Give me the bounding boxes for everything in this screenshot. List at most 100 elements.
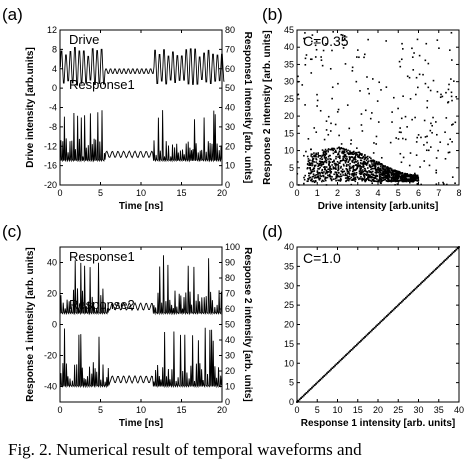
data-point [364, 157, 367, 160]
data-point [371, 167, 373, 170]
data-point [351, 173, 354, 175]
data-point [385, 170, 388, 172]
data-point [319, 154, 322, 157]
data-point [424, 136, 427, 138]
data-point [436, 266, 439, 269]
data-point [448, 83, 450, 86]
x-tick-label: 0 [294, 405, 299, 415]
y-tick-label: 25 [284, 300, 294, 310]
data-point [447, 256, 450, 259]
data-point [395, 172, 398, 174]
data-point [404, 174, 407, 177]
data-point [342, 158, 344, 160]
data-point [304, 64, 307, 66]
data-point [344, 161, 347, 164]
data-point [416, 136, 419, 139]
data-point [415, 286, 418, 289]
data-point [324, 172, 327, 175]
data-point [323, 155, 326, 158]
data-point [394, 178, 397, 181]
data-point [387, 170, 389, 173]
data-point [342, 151, 345, 154]
data-point [339, 177, 342, 180]
data-point [355, 153, 357, 155]
data-point [329, 148, 331, 151]
data-point [413, 176, 416, 179]
data-point [379, 321, 381, 324]
data-point [339, 167, 342, 169]
data-point [369, 117, 372, 120]
data-point [354, 177, 357, 180]
data-point [451, 124, 453, 126]
data-point [451, 59, 453, 61]
data-point [311, 156, 314, 158]
y-tick-label: 0 [52, 320, 57, 330]
data-point [339, 162, 341, 164]
data-point [298, 184, 300, 186]
data-point [333, 147, 335, 150]
data-point [310, 179, 313, 182]
data-point [325, 129, 328, 131]
data-point [381, 176, 384, 179]
data-point [359, 164, 361, 167]
data-point [412, 178, 415, 180]
data-point [448, 255, 451, 258]
data-point [447, 151, 450, 154]
data-point [297, 80, 300, 83]
y-right-tick-label: 40 [225, 103, 235, 113]
data-point [337, 174, 339, 177]
data-point [336, 147, 339, 150]
data-point [327, 171, 330, 173]
data-point [307, 138, 310, 140]
data-point [313, 152, 315, 154]
data-point [330, 170, 333, 173]
data-point [354, 155, 357, 158]
data-point [330, 148, 333, 151]
data-point [364, 335, 366, 338]
data-point [366, 173, 369, 175]
data-point [425, 42, 428, 45]
data-point [454, 182, 456, 185]
data-point [334, 151, 336, 153]
y-tick-label: -20 [44, 351, 57, 361]
data-point [352, 174, 354, 177]
data-point [297, 399, 300, 402]
data-point [319, 166, 321, 169]
data-point [386, 175, 389, 178]
data-point [386, 174, 389, 176]
y-tick-label: 40 [284, 242, 294, 252]
data-point [367, 158, 369, 160]
y-tick-label: -8 [49, 122, 57, 132]
data-point [392, 96, 395, 99]
data-point [342, 170, 344, 173]
data-point [368, 92, 370, 95]
data-point [367, 167, 369, 169]
data-point [301, 395, 304, 398]
data-point [395, 306, 398, 308]
data-point [444, 131, 446, 134]
data-point [377, 163, 380, 165]
data-point [328, 163, 330, 166]
data-point [310, 172, 313, 174]
data-point [363, 176, 366, 179]
data-point [378, 161, 381, 164]
data-point [339, 160, 342, 163]
data-point [396, 170, 399, 173]
data-point [340, 165, 342, 168]
y-tick-label: 12 [47, 25, 57, 35]
y-tick-label: 35 [284, 59, 294, 69]
data-point [354, 345, 357, 347]
data-point [347, 160, 350, 163]
data-point [429, 129, 432, 132]
data-point [351, 347, 354, 350]
data-point [356, 153, 359, 156]
data-point [353, 165, 355, 167]
data-point [321, 179, 324, 182]
data-point [382, 165, 384, 168]
data-point [370, 329, 373, 332]
data-point [371, 182, 374, 184]
data-point [376, 178, 378, 180]
series-label: Response1 [69, 77, 135, 92]
data-point [396, 178, 398, 181]
data-point [317, 164, 320, 167]
